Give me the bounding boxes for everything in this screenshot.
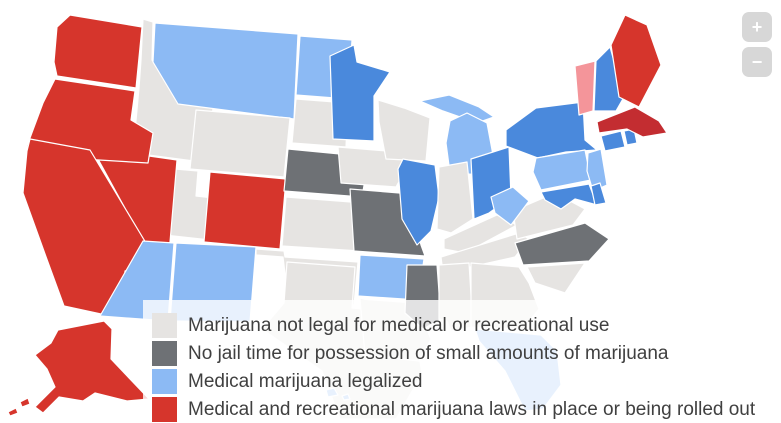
state-wi[interactable]: Wisconsin [377,99,431,162]
legend-label-recreational: Medical and recreational marijuana laws … [188,398,756,420]
state-ky[interactable]: Kentucky [443,214,518,254]
legend-swatch-medical [152,369,177,394]
legend-swatch-no-jail [152,341,177,366]
state-ct[interactable]: Connecticut [600,130,626,152]
state-wv[interactable]: West Virginia [490,186,530,226]
state-vt[interactable]: Vermont [574,60,596,116]
legend-item-not-legal: Marijuana not legal for medical or recre… [152,313,781,338]
legend-swatch-recreational [152,397,177,422]
state-ak[interactable]: Alaska [19,397,31,408]
zoom-out-button[interactable]: − [742,47,772,77]
map-legend: Marijuana not legal for medical or recre… [143,300,781,423]
legend-item-no-jail: No jail time for possession of small amo… [152,341,781,366]
state-ak[interactable]: Alaska [7,407,19,417]
state-de[interactable]: Delaware [590,182,607,206]
legend-swatch-not-legal [152,313,177,338]
state-me[interactable]: Maine [610,14,662,108]
state-sc[interactable]: South Carolina [526,262,586,294]
state-in[interactable]: Indiana [436,161,474,234]
zoom-in-button[interactable]: + [742,12,772,42]
state-pa[interactable]: Pennsylvania [532,149,592,191]
state-or[interactable]: Oregon [26,78,154,164]
legend-item-recreational: Medical and recreational marijuana laws … [152,397,781,422]
legend-label-medical: Medical marijuana legalized [188,370,423,392]
legend-label-not-legal: Marijuana not legal for medical or recre… [188,314,610,336]
state-wy[interactable]: Wyoming [189,109,291,178]
state-mt[interactable]: Montana [152,22,299,120]
state-mi[interactable]: Michigan [419,94,495,124]
state-ak[interactable]: Alaska [34,320,150,414]
state-co[interactable]: Colorado [203,171,287,250]
state-md[interactable]: Maryland [540,183,598,210]
state-mn[interactable]: Minnesota [329,44,391,142]
state-nh[interactable]: New Hampshire [593,46,625,112]
state-ma[interactable]: Massachusetts [596,106,668,138]
legend-item-medical: Medical marijuana legalized [152,369,781,394]
state-nc[interactable]: North Carolina [514,222,610,266]
state-wa[interactable]: Washington [53,14,143,89]
legend-label-no-jail: No jail time for possession of small amo… [188,342,669,364]
state-il[interactable]: Illinois [397,158,440,246]
